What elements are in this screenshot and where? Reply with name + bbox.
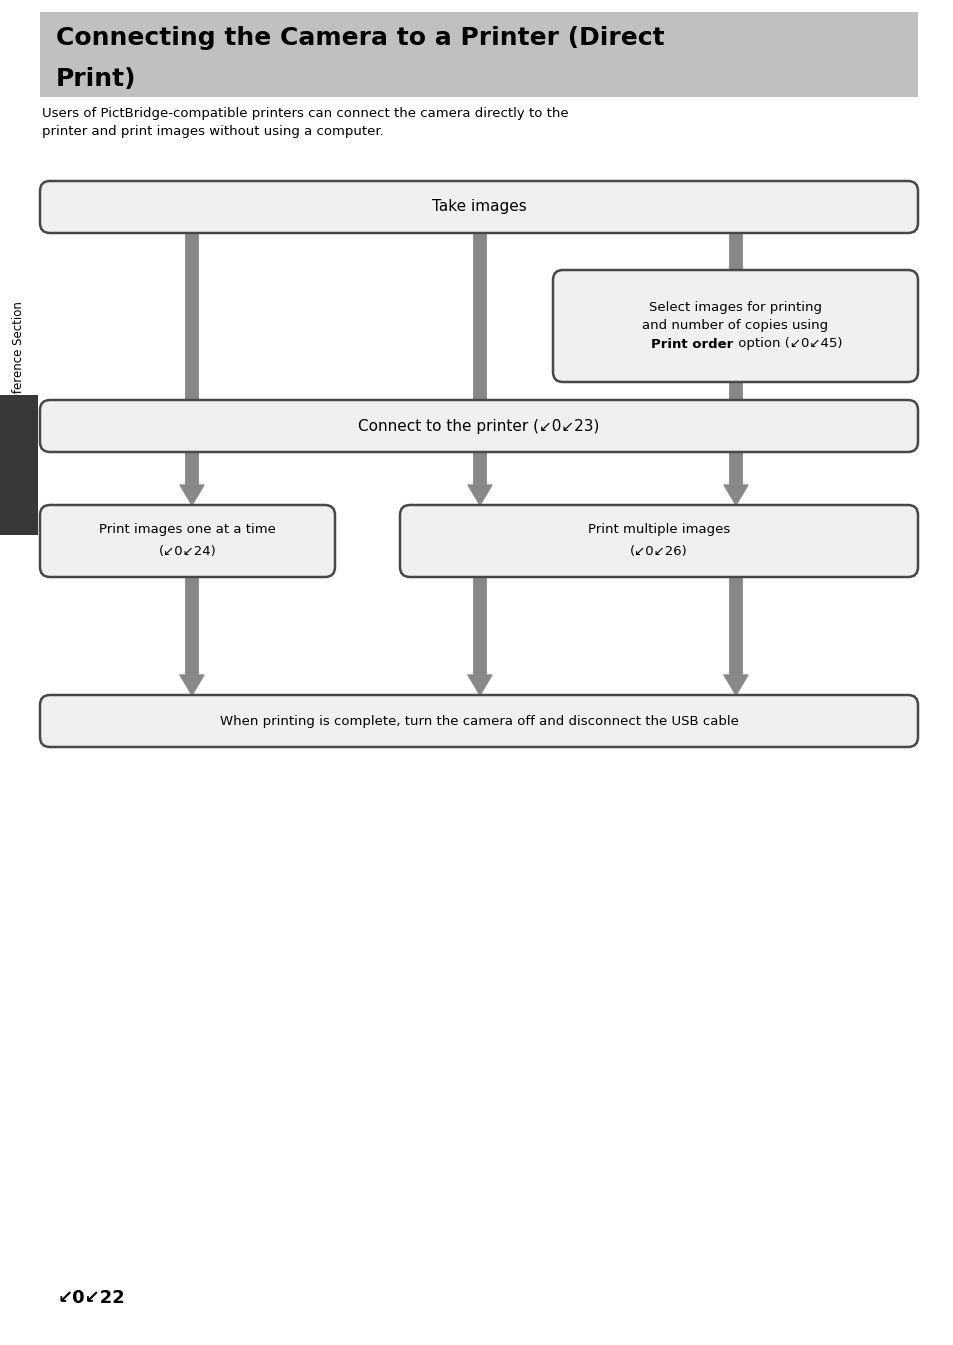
Text: Print): Print): [56, 67, 136, 91]
FancyBboxPatch shape: [399, 504, 917, 577]
Polygon shape: [180, 675, 204, 695]
Text: and number of copies using: and number of copies using: [641, 320, 828, 332]
Text: Users of PictBridge-compatible printers can connect the camera directly to the
p: Users of PictBridge-compatible printers …: [42, 108, 568, 139]
Polygon shape: [723, 486, 747, 504]
FancyBboxPatch shape: [553, 270, 917, 382]
Text: option (↙0↙45): option (↙0↙45): [734, 338, 842, 351]
Polygon shape: [468, 486, 492, 504]
Polygon shape: [180, 486, 204, 504]
Text: (↙0↙26): (↙0↙26): [630, 546, 687, 558]
Bar: [40, 12, 917, 97]
Text: ↙0↙22: ↙0↙22: [58, 1289, 126, 1307]
FancyBboxPatch shape: [40, 182, 917, 233]
Polygon shape: [723, 675, 747, 695]
Text: Print images one at a time: Print images one at a time: [99, 523, 275, 537]
Bar: [0, 395, 38, 535]
Text: (↙0↙24): (↙0↙24): [158, 546, 216, 558]
Text: When printing is complete, turn the camera off and disconnect the USB cable: When printing is complete, turn the came…: [219, 714, 738, 728]
FancyBboxPatch shape: [40, 399, 917, 452]
Text: Take images: Take images: [431, 199, 526, 214]
Polygon shape: [468, 675, 492, 695]
Text: Reference Section: Reference Section: [12, 301, 26, 409]
Text: Connecting the Camera to a Printer (Direct: Connecting the Camera to a Printer (Dire…: [56, 26, 664, 50]
Text: Print order: Print order: [651, 338, 733, 351]
Text: Print multiple images: Print multiple images: [587, 523, 729, 537]
Text: Connect to the printer (↙0↙23): Connect to the printer (↙0↙23): [358, 418, 599, 433]
FancyBboxPatch shape: [40, 504, 335, 577]
Text: Select images for printing: Select images for printing: [648, 301, 821, 315]
FancyBboxPatch shape: [40, 695, 917, 746]
